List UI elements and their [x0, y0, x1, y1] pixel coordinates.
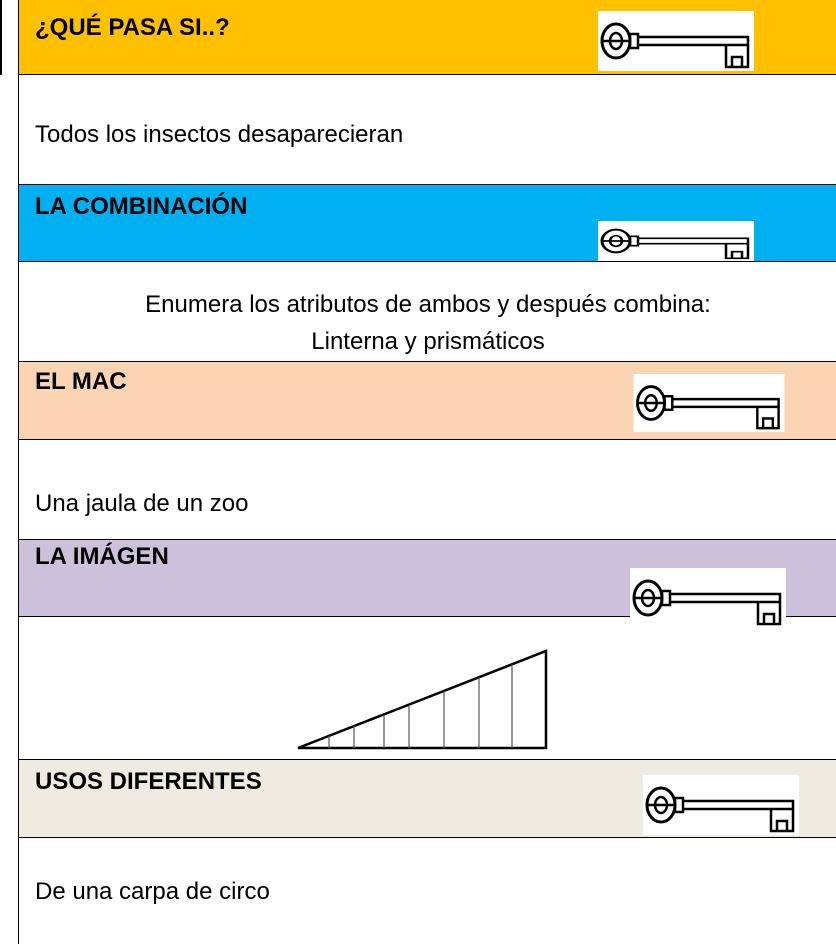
section-body: Una jaula de un zoo [18, 440, 836, 540]
key-icon [643, 775, 799, 835]
section-title: LA IMÁGEN [35, 543, 169, 570]
section-title: EL MAC [35, 368, 127, 395]
section-header: ¿QUÉ PASA SI..? [18, 0, 836, 75]
body-text: Enumera los atributos de ambos y después… [145, 291, 711, 318]
key-icon [598, 10, 754, 72]
body-text-block: Enumera los atributos de ambos y después… [19, 286, 836, 360]
section-title: ¿QUÉ PASA SI..? [35, 14, 230, 41]
body-text: Una jaula de un zoo [35, 490, 249, 517]
section-header: LA COMBINACIÓN [18, 185, 836, 262]
section-body: De una carpa de circo [18, 838, 836, 944]
section-title: LA COMBINACIÓN [35, 193, 248, 220]
body-text: De una carpa de circo [35, 878, 270, 905]
key-icon [631, 374, 787, 432]
triangle-image [297, 649, 548, 750]
section-header: EL MAC [18, 362, 836, 440]
section-title: USOS DIFERENTES [35, 768, 262, 795]
key-icon [598, 221, 754, 261]
body-text: Linterna y prismáticos [311, 328, 545, 355]
edge-line [0, 0, 2, 75]
section-body: Enumera los atributos de ambos y después… [18, 262, 836, 362]
section-body [18, 617, 836, 760]
body-text: Todos los insectos desaparecieran [35, 121, 404, 148]
section-body: Todos los insectos desaparecieran [18, 75, 836, 185]
